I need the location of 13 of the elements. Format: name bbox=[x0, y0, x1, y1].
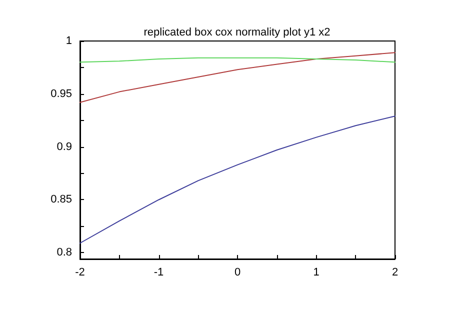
chart-title: replicated box cox normality plot y1 x2 bbox=[144, 26, 330, 38]
x-tick-label: -1 bbox=[154, 266, 164, 278]
y-tick-label: 0.95 bbox=[50, 88, 72, 100]
line-series bbox=[80, 52, 396, 103]
line-series bbox=[80, 116, 396, 244]
x-tick-label: 0 bbox=[234, 266, 241, 278]
x-tick-label: 1 bbox=[313, 266, 320, 278]
y-tick-label: 1 bbox=[66, 35, 72, 47]
x-tick-label: 2 bbox=[392, 266, 398, 278]
y-tick-label: 0.85 bbox=[50, 194, 72, 206]
y-tick-label: 0.8 bbox=[56, 246, 72, 259]
x-tick-label: -2 bbox=[75, 266, 85, 278]
y-tick-label: 0.9 bbox=[56, 140, 72, 153]
